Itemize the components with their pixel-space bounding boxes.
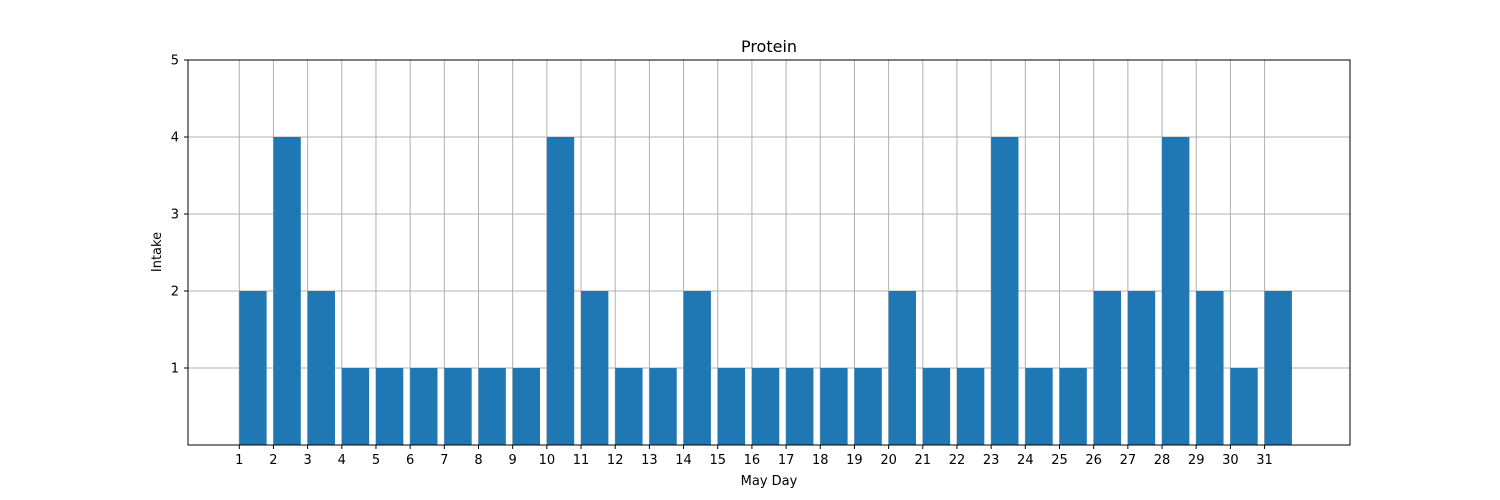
bar-day-10: [546, 137, 575, 445]
x-tick-label: 4: [338, 453, 346, 468]
x-tick-label: 26: [1085, 453, 1102, 468]
x-tick-label: 12: [607, 453, 624, 468]
x-tick-label: 16: [744, 453, 761, 468]
bar-day-7: [444, 368, 472, 445]
y-tick-label: 2: [171, 285, 179, 300]
x-tick-label: 8: [474, 453, 482, 468]
bar-day-16: [751, 368, 780, 445]
bar-day-30: [1230, 368, 1258, 445]
bar-day-17: [786, 368, 814, 445]
x-tick-label: 11: [573, 453, 590, 468]
bar-day-20: [888, 291, 916, 445]
bar-day-25: [1059, 368, 1087, 445]
x-tick-label: 3: [303, 453, 311, 468]
x-tick-label: 24: [1017, 453, 1034, 468]
chart-title: Protein: [741, 37, 797, 56]
bar-day-24: [1025, 368, 1053, 445]
bar-day-5: [375, 368, 404, 445]
bar-day-3: [307, 291, 335, 445]
y-axis-ticks: 1 2 3 4 5: [171, 54, 188, 377]
bar-day-2: [273, 137, 301, 445]
x-tick-label: 6: [406, 453, 414, 468]
bar-day-9: [512, 368, 541, 445]
bar-day-11: [581, 291, 609, 445]
x-tick-label: 18: [812, 453, 829, 468]
x-tick-label: 10: [539, 453, 556, 468]
bars: [239, 137, 1292, 445]
bar-day-15: [717, 368, 746, 445]
bar-day-23: [991, 137, 1019, 445]
x-tick-label: 23: [983, 453, 1000, 468]
x-tick-label: 9: [509, 453, 517, 468]
bar-day-13: [649, 368, 677, 445]
x-tick-label: 17: [778, 453, 795, 468]
x-tick-label: 20: [880, 453, 897, 468]
x-tick-label: 15: [709, 453, 726, 468]
x-tick-label: 21: [915, 453, 932, 468]
x-tick-label: 2: [269, 453, 277, 468]
x-tick-label: 25: [1051, 453, 1068, 468]
bar-day-12: [615, 368, 643, 445]
bar-day-26: [1093, 291, 1122, 445]
bar-day-22: [956, 368, 985, 445]
y-tick-label: 3: [171, 208, 179, 223]
y-tick-label: 4: [171, 131, 179, 146]
bar-day-1: [239, 291, 267, 445]
bar-day-21: [922, 368, 951, 445]
bar-day-29: [1196, 291, 1224, 445]
x-axis-ticks: 1 2 3 4 5 6 7 8 9 10 11 12 13 14 15 16 17 18 19 20 21 22 23 24 2…: [235, 445, 1273, 468]
x-tick-label: 30: [1222, 453, 1239, 468]
x-axis-label: May Day: [741, 474, 798, 489]
bar-day-14: [683, 291, 711, 445]
x-tick-label: 1: [235, 453, 243, 468]
x-tick-label: 5: [372, 453, 380, 468]
x-tick-label: 29: [1188, 453, 1205, 468]
bar-day-6: [410, 368, 438, 445]
plot-frame: [187, 59, 1351, 446]
bar-day-18: [820, 368, 848, 445]
y-tick-label: 5: [171, 54, 179, 69]
bar-day-28: [1162, 137, 1190, 445]
x-tick-label: 28: [1154, 453, 1171, 468]
x-tick-label: 7: [440, 453, 448, 468]
x-tick-label: 31: [1256, 453, 1273, 468]
x-tick-label: 14: [675, 453, 692, 468]
y-tick-label: 1: [171, 362, 179, 377]
bar-day-8: [478, 368, 506, 445]
x-tick-label: 22: [949, 453, 966, 468]
x-tick-label: 13: [641, 453, 658, 468]
bar-day-31: [1264, 291, 1292, 445]
bar-day-19: [854, 368, 882, 445]
bar-day-4: [341, 368, 370, 445]
y-axis-label: Intake: [150, 232, 165, 272]
bar-day-27: [1127, 291, 1156, 445]
x-tick-label: 19: [846, 453, 863, 468]
x-tick-label: 27: [1120, 453, 1137, 468]
